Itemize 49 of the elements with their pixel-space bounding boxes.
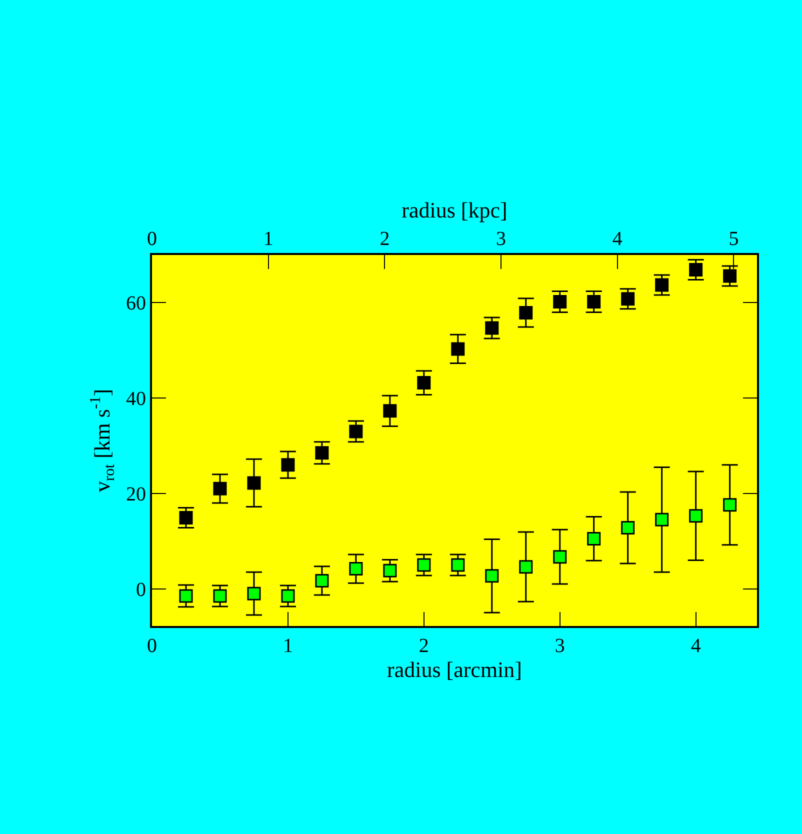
point [723, 498, 737, 512]
point [553, 550, 567, 564]
point [451, 342, 465, 356]
point [689, 509, 703, 523]
point [553, 294, 567, 308]
point [485, 569, 499, 583]
x-tick-label: 3 [554, 635, 565, 657]
point [349, 424, 363, 438]
point [213, 589, 227, 603]
x2-axis-title: radius [kpc] [402, 197, 508, 222]
x2-tick-label: 4 [612, 228, 622, 250]
point [519, 560, 533, 574]
x2-tick-label: 3 [496, 228, 506, 250]
point [485, 321, 499, 335]
point [519, 306, 533, 320]
y-tick-label: 60 [126, 292, 146, 315]
point [655, 512, 669, 526]
point [247, 476, 261, 490]
point [621, 521, 635, 535]
x-tick-label: 1 [282, 635, 293, 657]
point [349, 562, 363, 576]
point [315, 574, 329, 588]
x-tick-label: 4 [690, 635, 701, 657]
point [417, 558, 431, 572]
point [689, 263, 703, 277]
x2-tick-label: 5 [728, 228, 739, 250]
point [587, 294, 601, 308]
point [417, 376, 431, 390]
point [587, 532, 601, 546]
point [383, 564, 397, 578]
x-axis-title: radius [arcmin] [387, 657, 522, 682]
point [315, 446, 329, 460]
point [281, 589, 295, 603]
x-tick-label: 2 [418, 635, 429, 657]
y-tick-label: 40 [126, 388, 146, 410]
point [179, 589, 193, 603]
point [723, 269, 737, 283]
point [621, 292, 635, 306]
y-tick-label: 20 [126, 483, 146, 506]
point [383, 404, 397, 418]
point [281, 458, 295, 472]
y-tick-label: 0 [136, 578, 146, 601]
x2-tick-label: 2 [380, 228, 390, 250]
point [451, 558, 465, 572]
point [247, 586, 261, 600]
x2-tick-label: 1 [263, 228, 274, 250]
point [655, 278, 669, 292]
point [179, 511, 193, 524]
point [213, 482, 227, 496]
